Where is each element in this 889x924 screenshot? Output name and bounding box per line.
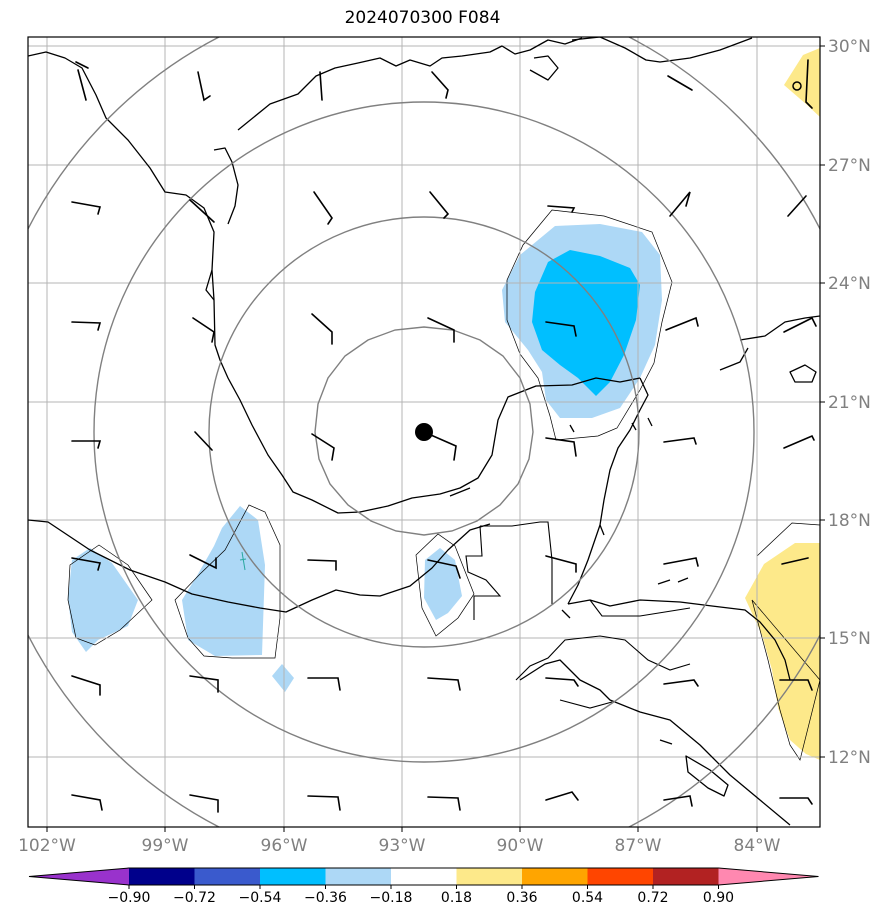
- colorbar-segment: [260, 868, 326, 885]
- lon-label: 87°W: [615, 836, 662, 856]
- colorbar-tick-label: 0.72: [637, 890, 668, 906]
- map-frame: [27, 36, 821, 828]
- colorbar-tick-label: 0.90: [703, 890, 734, 906]
- lon-label: 99°W: [142, 836, 189, 856]
- colorbar-segment: [587, 868, 654, 885]
- lat-label: 27°N: [828, 156, 871, 176]
- lat-label: 21°N: [828, 393, 871, 413]
- colorbar-segment: [522, 868, 588, 885]
- lat-label: 24°N: [828, 274, 871, 294]
- colorbar-tick-label: 0.54: [572, 890, 603, 906]
- lon-label: 90°W: [497, 836, 544, 856]
- latitude-axis: 30°N 27°N 24°N 21°N 18°N 15°N 12°N: [828, 37, 871, 768]
- colorbar-segment: [325, 868, 392, 885]
- colorbar-segment: [129, 868, 195, 885]
- colorbar-tick-label: −0.90: [108, 890, 151, 906]
- map-title: 2024070300 F084: [344, 8, 501, 28]
- colorbar-tick-label: −0.36: [304, 890, 347, 906]
- colorbar-segment: [653, 868, 719, 885]
- colorbar-extension-low: [29, 868, 129, 885]
- colorbar-segment: [456, 868, 523, 885]
- lat-label: 15°N: [828, 629, 871, 649]
- political-borders: [465, 521, 691, 709]
- colorbar-tick-label: −0.54: [239, 890, 282, 906]
- lon-label: 102°W: [18, 836, 76, 856]
- lat-label: 12°N: [828, 748, 871, 768]
- range-rings: [28, 37, 820, 827]
- colorbar-segment: [194, 868, 261, 885]
- storm-center-marker: [415, 423, 433, 441]
- lon-label: 93°W: [379, 836, 426, 856]
- axis-ticks: [46, 45, 825, 832]
- map-panel: [28, 37, 820, 827]
- colorbar-segment: [391, 868, 457, 885]
- probability-contours: [67, 209, 820, 761]
- colorbar: −0.90 −0.72 −0.54 −0.36 −0.18 0.18 0.36 0.54 0.7…: [28, 867, 819, 906]
- colorbar-tick-label: 0.18: [441, 890, 472, 906]
- graticule: [28, 37, 820, 827]
- lon-label: 84°W: [734, 836, 781, 856]
- lat-label: 30°N: [828, 37, 871, 57]
- lon-label: 96°W: [261, 836, 308, 856]
- longitude-axis: 102°W 99°W 96°W 93°W 90°W 87°W 84°W: [18, 836, 781, 856]
- wind-barbs: [71, 59, 817, 813]
- colorbar-extension-high: [718, 868, 819, 885]
- colorbar-tick-label: −0.72: [173, 890, 216, 906]
- colorbar-tick-label: 0.36: [506, 890, 537, 906]
- small-marker: [792, 81, 802, 91]
- colorbar-tick-label: −0.18: [370, 890, 413, 906]
- lat-label: 18°N: [828, 511, 871, 531]
